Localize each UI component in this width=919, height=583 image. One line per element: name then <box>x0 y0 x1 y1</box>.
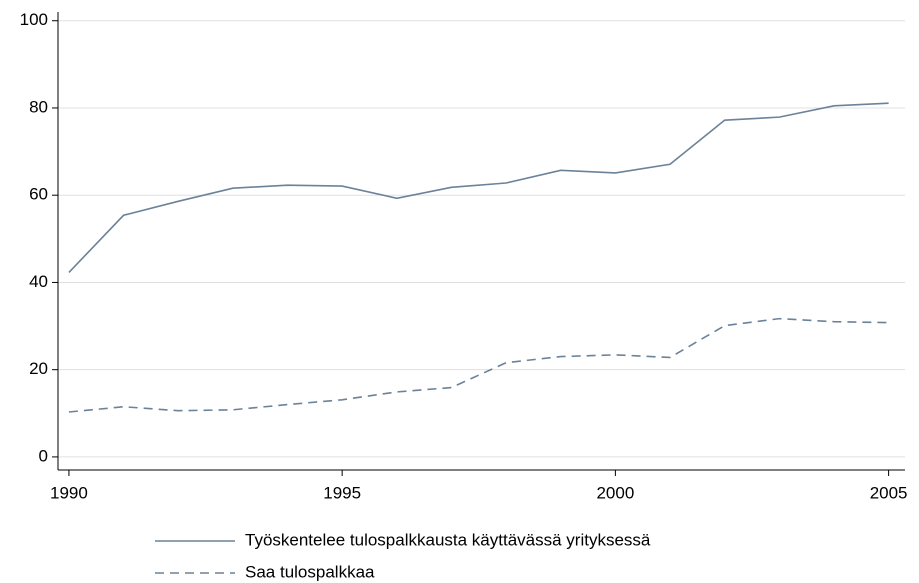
y-tick-label: 60 <box>29 185 48 204</box>
y-tick-label: 100 <box>20 10 48 29</box>
series-line <box>68 317 889 413</box>
y-tick-label: 20 <box>29 359 48 378</box>
y-tick-label: 40 <box>29 272 48 291</box>
x-tick-label: 2000 <box>596 483 634 502</box>
x-tick-label: 1990 <box>50 483 88 502</box>
y-tick-label: 80 <box>29 97 48 116</box>
x-tick-label: 1995 <box>323 483 361 502</box>
series-line <box>68 102 889 273</box>
x-tick-label: 2005 <box>870 483 908 502</box>
legend-label: Työskentelee tulospalkkausta käyttävässä… <box>245 530 651 549</box>
y-tick-label: 0 <box>39 446 48 465</box>
legend-label: Saa tulospalkkaa <box>245 562 375 581</box>
